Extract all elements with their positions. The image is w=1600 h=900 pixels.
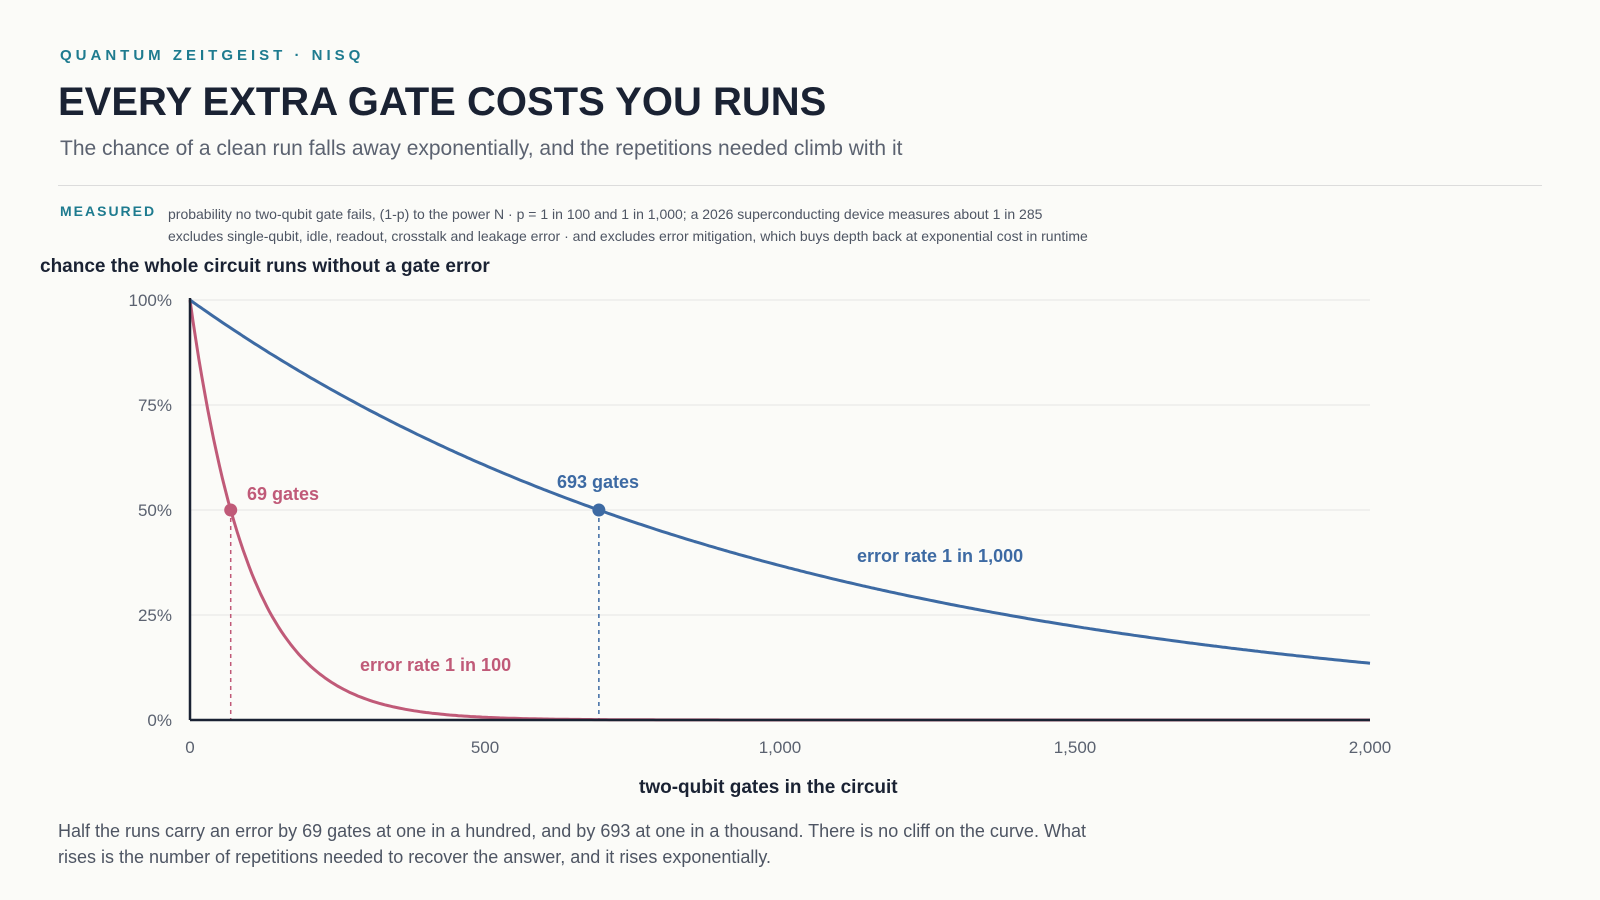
x-tick-label: 500 — [471, 738, 499, 757]
y-tick-label: 0% — [147, 711, 172, 730]
y-tick-label: 75% — [138, 396, 172, 415]
page-subtitle: The chance of a clean run falls away exp… — [60, 137, 903, 160]
measured-notes: probability no two-qubit gate fails, (1-… — [168, 203, 1088, 247]
half-point-label: 69 gates — [247, 484, 319, 504]
half-point-markers — [224, 503, 606, 517]
y-tick-label: 50% — [138, 501, 172, 520]
y-axis-title: chance the whole circuit runs without a … — [40, 256, 490, 277]
half-point-marker — [592, 503, 606, 517]
chart-note: Half the runs carry an error by 69 gates… — [58, 821, 1086, 867]
half-point-label: 693 gates — [557, 472, 639, 492]
kicker: QUANTUM ZEITGEIST · NISQ — [60, 47, 365, 64]
half-point-guides — [229, 510, 600, 720]
x-tick-label: 2,000 — [1349, 738, 1392, 757]
series-name-label: error rate 1 in 100 — [360, 655, 511, 675]
measured-line-1: probability no two-qubit gate fails, (1-… — [168, 206, 1043, 222]
y-tick-label: 25% — [138, 606, 172, 625]
half-point-marker — [224, 503, 238, 517]
x-tick-labels: 0 500 1,000 1,500 2,000 — [185, 738, 1391, 757]
x-tick-label: 0 — [185, 738, 194, 757]
measured-tag: MEASURED — [60, 203, 157, 219]
divider — [58, 185, 1542, 186]
gridlines — [190, 299, 1370, 616]
x-tick-label: 1,000 — [759, 738, 802, 757]
page-title: EVERY EXTRA GATE COSTS YOU RUNS — [58, 80, 827, 124]
series-labels: 69 gates error rate 1 in 100 693 gates erro… — [247, 472, 1023, 675]
y-tick-labels: 0% 25% 50% 75% 100% — [129, 291, 172, 730]
x-axis-title: two-qubit gates in the circuit — [639, 777, 898, 798]
y-tick-label: 100% — [129, 291, 172, 310]
axes — [188, 298, 1370, 722]
x-tick-label: 1,500 — [1054, 738, 1097, 757]
series-name-label: error rate 1 in 1,000 — [857, 546, 1023, 566]
series-line — [189, 298, 1371, 665]
measured-line-2: excludes single-qubit, idle, readout, cr… — [168, 228, 1088, 244]
